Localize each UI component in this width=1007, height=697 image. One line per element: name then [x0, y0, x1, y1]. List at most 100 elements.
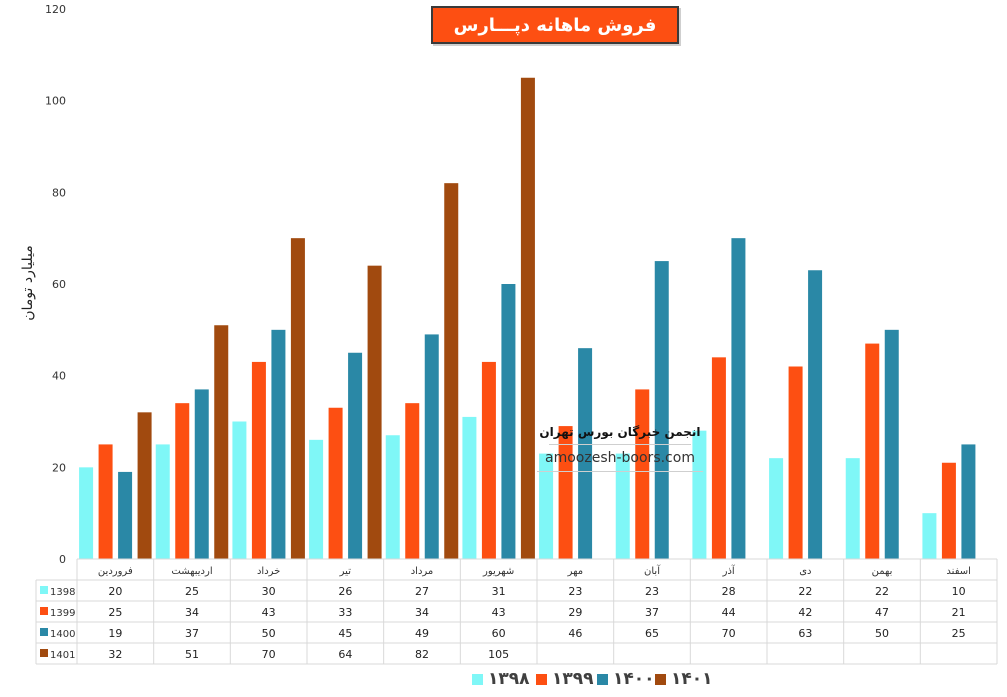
y-tick-label: 80 [52, 186, 66, 199]
bar [251, 361, 266, 559]
bar [692, 430, 707, 559]
table-cell: 22 [798, 585, 812, 598]
bars [79, 77, 976, 559]
bar [137, 412, 152, 559]
chart-title: فروش ماهانه دپـــارس [453, 14, 657, 36]
table-cell: 23 [568, 585, 582, 598]
category-label: بهمن [872, 566, 893, 577]
data-table: فروردین اردیبهشت خرداد تیر مرداد شهریور مهر آبا… [35, 558, 998, 665]
table-legend-key [40, 649, 48, 657]
legend-swatch [536, 673, 547, 685]
table-cell: 46 [568, 627, 582, 640]
table-cell: 30 [262, 585, 276, 598]
series-name: 1400 [50, 629, 75, 640]
bar [884, 329, 899, 559]
legend-item: ۱۳۹۸ [472, 667, 530, 691]
bar [481, 361, 496, 559]
table-cell: 25 [185, 585, 199, 598]
bar [615, 453, 630, 559]
table-cell: 42 [798, 606, 812, 619]
bar [367, 265, 382, 559]
legend-label: ۱۴۰۱ [671, 669, 713, 689]
bar [405, 403, 420, 559]
category-label: اردیبهشت [171, 566, 212, 577]
legend-label: ۱۳۹۹ [552, 669, 594, 689]
y-tick-label: 20 [52, 461, 66, 474]
category-label: دی [799, 566, 811, 577]
bar [98, 444, 113, 559]
table-cell: 34 [415, 606, 429, 619]
bar [194, 389, 209, 559]
category-label: مرداد [411, 566, 434, 577]
table-cell: 33 [338, 606, 352, 619]
bar [328, 407, 343, 559]
bar [520, 77, 535, 559]
table-cell: 26 [338, 585, 352, 598]
bar [922, 513, 937, 559]
table-cell: 31 [492, 585, 506, 598]
table-cell: 37 [645, 606, 659, 619]
series-name: 1399 [50, 608, 75, 619]
category-label: آبان [644, 564, 661, 577]
table-cell: 44 [722, 606, 736, 619]
table-cell: 105 [488, 648, 509, 661]
bar [654, 261, 669, 559]
legend-swatch [655, 673, 666, 685]
bar [79, 467, 94, 559]
bar [711, 357, 726, 559]
bar [155, 444, 170, 559]
bar [731, 238, 746, 559]
category-label: اسفند [946, 566, 970, 577]
bar [961, 444, 976, 559]
watermark: انجمن خبرگان بورس تهران amoozesh-boors.c… [537, 420, 703, 472]
bar [501, 284, 516, 559]
category-label: تیر [339, 566, 352, 577]
bar [578, 348, 593, 559]
table-cell: 49 [415, 627, 429, 640]
table-legend-key [40, 628, 48, 636]
table-cell: 60 [492, 627, 506, 640]
bar [539, 453, 554, 559]
bar [558, 426, 573, 559]
table-cell: 23 [645, 585, 659, 598]
legend: ۱۳۹۸ ۱۳۹۹ ۱۴۰۰ ۱۴۰۱ [0, 667, 1007, 691]
bar [232, 421, 247, 559]
y-axis-label: میلیارد تومان [20, 245, 36, 321]
table-cell: 70 [722, 627, 736, 640]
bar [865, 343, 880, 559]
table-cell: 51 [185, 648, 199, 661]
table-cell: 37 [185, 627, 199, 640]
bar [788, 366, 803, 559]
table-cell: 65 [645, 627, 659, 640]
bar [444, 183, 459, 559]
bar [271, 329, 286, 559]
bar [635, 389, 650, 559]
y-axis: 0 20 40 60 80 100 120 [45, 3, 66, 566]
bar [348, 352, 363, 559]
table-cell: 20 [108, 585, 122, 598]
table-cell: 63 [798, 627, 812, 640]
table-cell: 25 [952, 627, 966, 640]
bar [175, 403, 190, 559]
table-cell: 43 [262, 606, 276, 619]
legend-swatch [597, 673, 608, 685]
bar [309, 439, 324, 559]
table-cell: 22 [875, 585, 889, 598]
y-tick-label: 60 [52, 278, 66, 291]
bar [290, 238, 305, 559]
table-legend-key [40, 607, 48, 615]
table-cell: 32 [108, 648, 122, 661]
table-cell: 82 [415, 648, 429, 661]
table-cell: 45 [338, 627, 352, 640]
table-cell: 43 [492, 606, 506, 619]
bar [424, 334, 439, 559]
chart-title-box: فروش ماهانه دپـــارس [431, 6, 679, 44]
watermark-url: amoozesh-boors.com [537, 445, 703, 472]
legend-item: ۱۴۰۰ [597, 667, 655, 691]
legend-swatch [472, 673, 483, 685]
bar [118, 471, 133, 559]
table-cell: 34 [185, 606, 199, 619]
legend-label: ۱۳۹۸ [488, 669, 530, 689]
y-tick-label: 100 [45, 95, 66, 108]
